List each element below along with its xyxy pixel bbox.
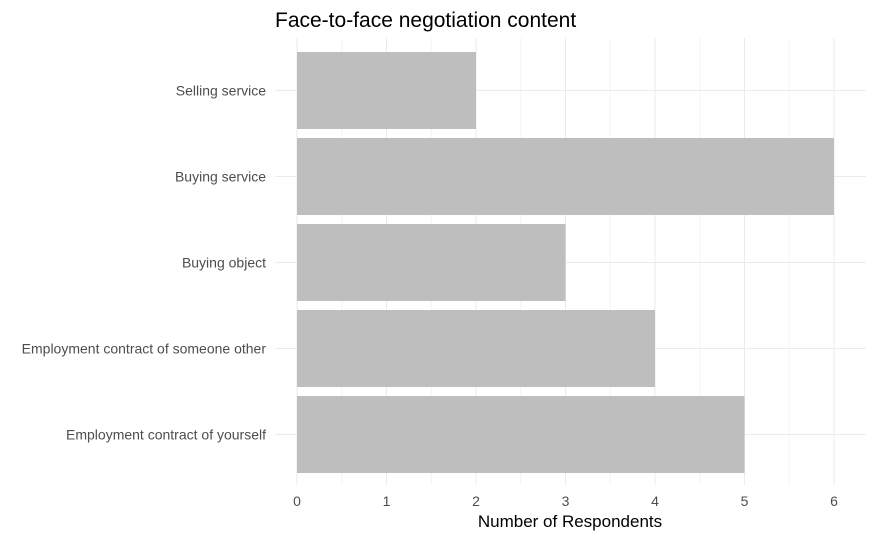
bar <box>297 52 476 129</box>
y-tick-label: Buying service <box>175 169 266 185</box>
bar <box>297 138 834 215</box>
bars <box>297 52 834 473</box>
y-tick-label: Buying object <box>182 255 266 271</box>
y-axis-tick-labels: Selling service Buying service Buying obje… <box>22 83 267 443</box>
x-tick-label: 0 <box>293 493 301 509</box>
bar <box>297 224 566 301</box>
x-tick-label: 3 <box>562 493 570 509</box>
bar <box>297 396 745 473</box>
x-axis-title: Number of Respondents <box>478 512 662 531</box>
chart-title: Face-to-face negotiation content <box>275 9 576 32</box>
bar <box>297 310 655 387</box>
x-tick-label: 6 <box>830 493 838 509</box>
y-tick-label: Employment contract of someone other <box>22 341 267 357</box>
x-tick-label: 5 <box>741 493 749 509</box>
x-tick-label: 2 <box>472 493 480 509</box>
x-axis-tick-labels: 0 1 2 3 4 5 6 <box>293 493 838 509</box>
y-tick-label: Employment contract of yourself <box>66 427 266 443</box>
x-tick-label: 1 <box>383 493 391 509</box>
x-tick-label: 4 <box>651 493 659 509</box>
y-tick-label: Selling service <box>176 83 266 99</box>
